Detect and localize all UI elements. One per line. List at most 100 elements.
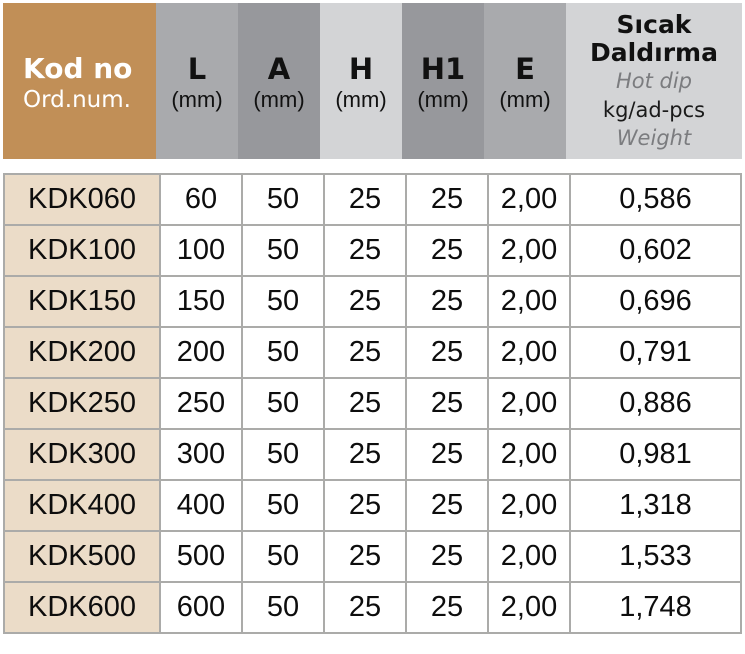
cell-e: 2,00 xyxy=(487,581,571,634)
col-h1-label: H1 xyxy=(420,52,466,86)
cell-weight: 0,981 xyxy=(569,428,742,481)
table-row: KDK250 250 50 25 25 2,00 0,886 xyxy=(3,377,742,430)
kod-cell: KDK400 xyxy=(3,479,161,532)
cell-weight: 1,748 xyxy=(569,581,742,634)
table-row: KDK150 150 50 25 25 2,00 0,696 xyxy=(3,275,742,328)
cell-l: 150 xyxy=(159,275,243,328)
header-col-a: A (mm) xyxy=(238,3,320,159)
cell-h: 25 xyxy=(323,224,407,277)
table-row: KDK100 100 50 25 25 2,00 0,602 xyxy=(3,224,742,277)
cell-a: 50 xyxy=(241,377,325,430)
cell-weight: 0,886 xyxy=(569,377,742,430)
weight-title-line2: Daldırma xyxy=(590,38,718,67)
cell-h: 25 xyxy=(323,275,407,328)
cell-weight: 1,533 xyxy=(569,530,742,583)
cell-h1: 25 xyxy=(405,530,489,583)
weight-unit: kg/ad-pcs xyxy=(602,98,706,122)
cell-a: 50 xyxy=(241,326,325,379)
col-e-label: E xyxy=(515,52,535,86)
cell-h: 25 xyxy=(323,326,407,379)
cell-a: 50 xyxy=(241,530,325,583)
col-a-label: A xyxy=(267,52,291,86)
header-body-gap xyxy=(3,159,742,173)
kod-cell: KDK200 xyxy=(3,326,161,379)
cell-weight: 0,791 xyxy=(569,326,742,379)
cell-l: 100 xyxy=(159,224,243,277)
cell-a: 50 xyxy=(241,173,325,226)
kod-cell: KDK600 xyxy=(3,581,161,634)
col-e-unit: (mm) xyxy=(499,87,551,112)
col-l-label: L xyxy=(187,52,207,86)
cell-weight: 1,318 xyxy=(569,479,742,532)
table-row: KDK060 60 50 25 25 2,00 0,586 xyxy=(3,173,742,226)
table-row: KDK200 200 50 25 25 2,00 0,791 xyxy=(3,326,742,379)
col-a-unit: (mm) xyxy=(253,87,305,112)
cell-e: 2,00 xyxy=(487,428,571,481)
col-l-unit: (mm) xyxy=(171,87,223,112)
cell-weight: 0,602 xyxy=(569,224,742,277)
cell-a: 50 xyxy=(241,428,325,481)
cell-l: 300 xyxy=(159,428,243,481)
cell-h1: 25 xyxy=(405,275,489,328)
cell-e: 2,00 xyxy=(487,479,571,532)
cell-h: 25 xyxy=(323,530,407,583)
cell-a: 50 xyxy=(241,479,325,532)
cell-h1: 25 xyxy=(405,581,489,634)
weight-hot-dip: Hot dip xyxy=(615,69,693,93)
spec-table: KDK060 60 50 25 25 2,00 0,586 KDK100 100… xyxy=(3,173,742,634)
cell-e: 2,00 xyxy=(487,224,571,277)
col-h-label: H xyxy=(348,52,374,86)
cell-h: 25 xyxy=(323,377,407,430)
cell-weight: 0,696 xyxy=(569,275,742,328)
cell-l: 500 xyxy=(159,530,243,583)
table-header: Kod no Ord.num. L (mm) A (mm) H (mm) H1 … xyxy=(3,3,742,159)
weight-label-en: Weight xyxy=(616,126,692,150)
cell-a: 50 xyxy=(241,224,325,277)
cell-e: 2,00 xyxy=(487,326,571,379)
cell-l: 600 xyxy=(159,581,243,634)
kod-cell: KDK100 xyxy=(3,224,161,277)
table-row: KDK300 300 50 25 25 2,00 0,981 xyxy=(3,428,742,481)
header-col-h: H (mm) xyxy=(320,3,402,159)
cell-h1: 25 xyxy=(405,479,489,532)
cell-h: 25 xyxy=(323,428,407,481)
cell-weight: 0,586 xyxy=(569,173,742,226)
kod-cell: KDK500 xyxy=(3,530,161,583)
table-row: KDK500 500 50 25 25 2,00 1,533 xyxy=(3,530,742,583)
cell-e: 2,00 xyxy=(487,377,571,430)
weight-title-line1: Sıcak xyxy=(616,10,692,39)
kod-cell: KDK300 xyxy=(3,428,161,481)
cell-l: 60 xyxy=(159,173,243,226)
cell-h: 25 xyxy=(323,173,407,226)
cell-h1: 25 xyxy=(405,224,489,277)
cell-h: 25 xyxy=(323,581,407,634)
kod-title: Kod no xyxy=(23,52,133,85)
col-h-unit: (mm) xyxy=(335,87,387,112)
cell-a: 50 xyxy=(241,581,325,634)
cell-e: 2,00 xyxy=(487,173,571,226)
kod-cell: KDK060 xyxy=(3,173,161,226)
cell-e: 2,00 xyxy=(487,275,571,328)
table-row: KDK600 600 50 25 25 2,00 1,748 xyxy=(3,581,742,634)
kod-cell: KDK150 xyxy=(3,275,161,328)
cell-l: 200 xyxy=(159,326,243,379)
cell-l: 250 xyxy=(159,377,243,430)
cell-h: 25 xyxy=(323,479,407,532)
col-h1-unit: (mm) xyxy=(417,87,469,112)
cell-h1: 25 xyxy=(405,428,489,481)
header-col-l: L (mm) xyxy=(156,3,238,159)
header-weight-column: Sıcak Daldırma Hot dip kg/ad-pcs Weight xyxy=(566,3,742,159)
cell-e: 2,00 xyxy=(487,530,571,583)
header-col-h1: H1 (mm) xyxy=(402,3,484,159)
kod-subtitle: Ord.num. xyxy=(23,87,131,113)
cell-h1: 25 xyxy=(405,377,489,430)
cell-h1: 25 xyxy=(405,326,489,379)
cell-h1: 25 xyxy=(405,173,489,226)
table-row: KDK400 400 50 25 25 2,00 1,318 xyxy=(3,479,742,532)
kod-cell: KDK250 xyxy=(3,377,161,430)
cell-l: 400 xyxy=(159,479,243,532)
cell-a: 50 xyxy=(241,275,325,328)
header-col-e: E (mm) xyxy=(484,3,566,159)
header-kod-column: Kod no Ord.num. xyxy=(3,3,156,159)
